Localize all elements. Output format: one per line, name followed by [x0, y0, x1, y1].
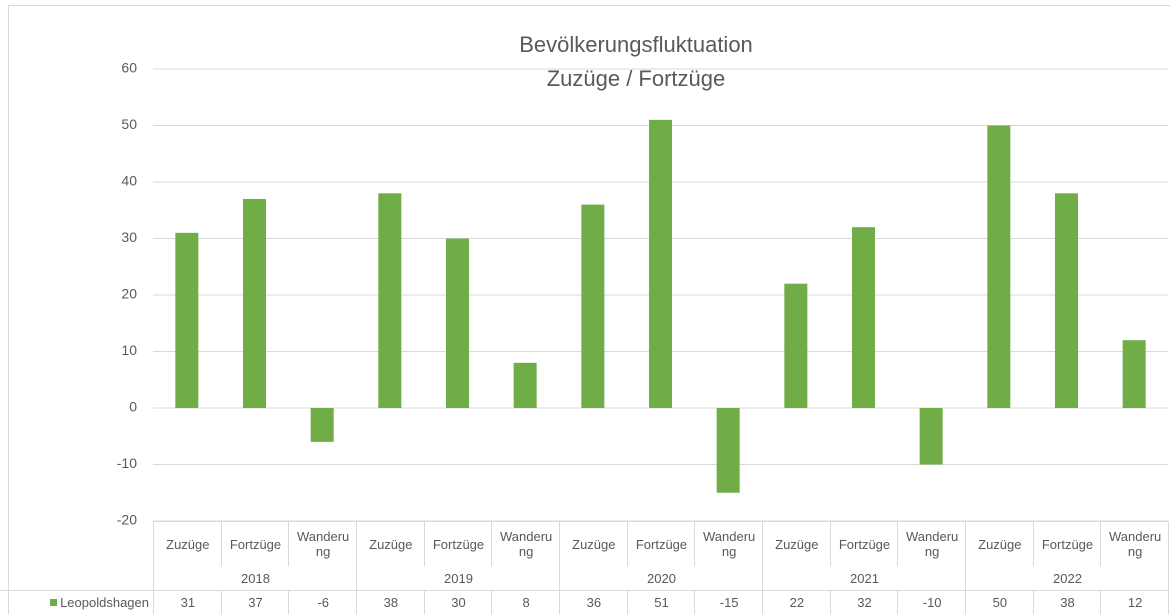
table-value: 22: [762, 590, 831, 614]
legend-swatch: [50, 599, 58, 606]
table-value: 8: [491, 590, 560, 614]
category-label: Fortzüge: [423, 521, 493, 566]
category-label: Fortzüge: [829, 521, 899, 566]
group-label: 2018: [153, 566, 357, 590]
chart-border: [8, 5, 1170, 614]
y-tick-label: 0: [129, 399, 137, 415]
table-value: 37: [220, 590, 290, 614]
table-value: -6: [288, 590, 357, 614]
group-label: 2021: [762, 566, 966, 590]
bar: [919, 408, 943, 465]
y-tick-label: 60: [121, 60, 137, 76]
legend-label: Leopoldshagen: [0, 590, 153, 614]
table-value: 32: [829, 590, 899, 614]
category-label: Fortzüge: [1032, 521, 1102, 566]
table-value: 51: [626, 590, 696, 614]
table-value: 30: [423, 590, 493, 614]
y-tick-label: 10: [121, 342, 137, 358]
chart-subtitle: Zuzüge / Fortzüge: [547, 66, 726, 91]
bar: [987, 125, 1011, 408]
category-label: Zuzüge: [356, 521, 425, 566]
table-value: 12: [1100, 590, 1169, 614]
category-label: Fortzüge: [220, 521, 290, 566]
bar: [175, 232, 199, 408]
category-label: Wanderung: [1100, 521, 1169, 566]
bar: [648, 119, 673, 408]
y-tick-label: -10: [117, 455, 137, 471]
y-tick-label: 50: [121, 116, 137, 132]
y-tick-label: 20: [121, 286, 137, 302]
group-label: 2019: [356, 566, 560, 590]
category-label: Zuzüge: [762, 521, 831, 566]
group-label: 2022: [965, 566, 1169, 590]
table-value: 31: [153, 590, 222, 614]
table-value: 50: [965, 590, 1034, 614]
bar: [851, 227, 876, 408]
category-label: Wanderung: [491, 521, 560, 566]
y-tick-label: -20: [117, 512, 137, 528]
table-value: -15: [694, 590, 763, 614]
bar: [581, 204, 605, 408]
category-label: Zuzüge: [965, 521, 1034, 566]
table-value: 38: [1032, 590, 1102, 614]
y-tick-label: 30: [121, 229, 137, 245]
bar: [242, 198, 267, 408]
category-label: Wanderung: [288, 521, 357, 566]
bar: [310, 408, 334, 442]
table-value: 38: [356, 590, 425, 614]
table-value: 36: [559, 590, 628, 614]
bar: [445, 238, 470, 408]
group-label: 2020: [559, 566, 763, 590]
table-value: -10: [897, 590, 966, 614]
category-label: Wanderung: [897, 521, 966, 566]
category-label: Zuzüge: [153, 521, 222, 566]
bar: [378, 193, 402, 408]
bar: [1054, 193, 1079, 408]
bar: [784, 283, 808, 408]
bar: [513, 362, 537, 408]
category-label: Wanderung: [694, 521, 763, 566]
bar: [1122, 340, 1146, 408]
y-tick-label: 40: [121, 173, 137, 189]
bar: [716, 408, 740, 493]
table-right-border: [1168, 521, 1169, 614]
category-label: Zuzüge: [559, 521, 628, 566]
chart-title: Bevölkerungsfluktuation: [519, 32, 753, 57]
category-label: Fortzüge: [626, 521, 696, 566]
